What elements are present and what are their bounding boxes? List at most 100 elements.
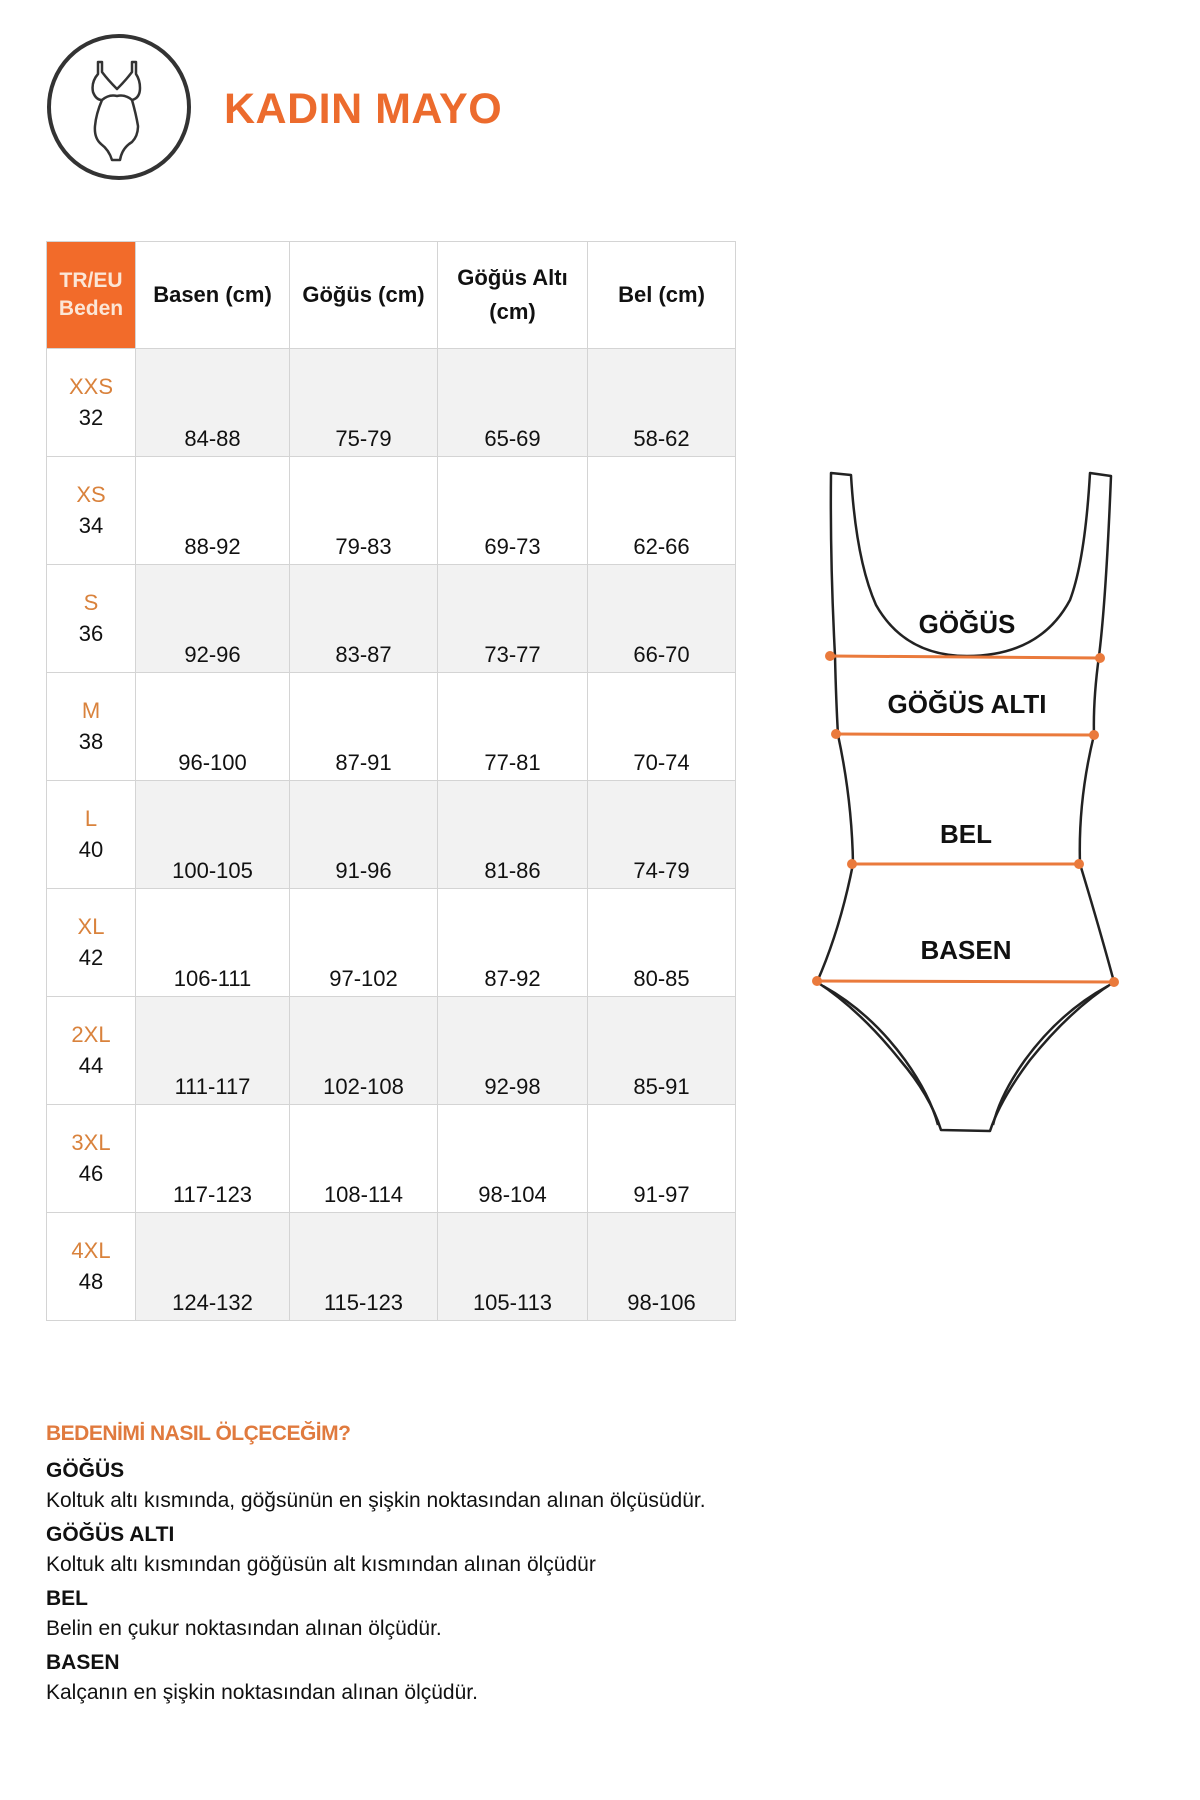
cell-gogus: 91-96	[289, 780, 438, 889]
header-gogus: Göğüs (cm)	[289, 241, 438, 349]
cell-bel: 91-97	[587, 1104, 736, 1213]
eu-size: 44	[78, 1053, 104, 1078]
desc-bel: Belin en çukur noktasından alınan ölçüdü…	[46, 1617, 442, 1640]
cell-value: 98-104	[478, 1182, 547, 1207]
cell-basen: 106-111	[135, 888, 290, 997]
cell-value: 74-79	[633, 858, 690, 883]
eu-size: 32	[78, 405, 104, 430]
cell-value: 69-73	[484, 534, 541, 559]
diagram-label-bel: BEL	[940, 819, 992, 849]
cell-basen: 100-105	[135, 780, 290, 889]
size-cell: S 36	[46, 564, 136, 673]
cell-value: 117-123	[172, 1182, 253, 1207]
cell-value: 108-114	[323, 1182, 404, 1207]
cell-value: 91-97	[633, 1182, 690, 1207]
cell-bel: 66-70	[587, 564, 736, 673]
leg-line-right	[991, 984, 1109, 1126]
size-label: M	[81, 698, 101, 723]
cell-value: 87-92	[484, 966, 541, 991]
cell-value: 111-117	[174, 1074, 251, 1099]
cell-basen: 96-100	[135, 672, 290, 781]
table-row: 4XL 48 124-132 115-123 105-113 98-106	[46, 1212, 736, 1321]
table-row: 3XL 46 117-123 108-114 98-104 91-97	[46, 1104, 736, 1213]
cell-bel: 85-91	[587, 996, 736, 1105]
header-bel: Bel (cm)	[587, 241, 736, 349]
table-row: XS 34 88-92 79-83 69-73 62-66	[46, 456, 736, 565]
cell-value: 80-85	[633, 966, 690, 991]
cell-value: 87-91	[335, 750, 392, 775]
size-cell: 4XL 48	[46, 1212, 136, 1321]
size-label: 4XL	[71, 1238, 111, 1263]
eu-size: 46	[78, 1161, 104, 1186]
cell-gogus: 79-83	[289, 456, 438, 565]
table-row: S 36 92-96 83-87 73-77 66-70	[46, 564, 736, 673]
table-row: L 40 100-105 91-96 81-86 74-79	[46, 780, 736, 889]
cell-value: 84-88	[184, 426, 241, 451]
header-basen: Basen (cm)	[135, 241, 290, 349]
cell-gogus-alti: 73-77	[437, 564, 588, 673]
leg-line-left	[822, 984, 940, 1126]
cell-value: 96-100	[178, 750, 247, 775]
eu-size: 40	[78, 837, 104, 862]
cell-value: 92-98	[484, 1074, 541, 1099]
table-row: 2XL 44 111-117 102-108 92-98 85-91	[46, 996, 736, 1105]
cell-value: 115-123	[323, 1290, 404, 1315]
term-bel: BEL	[46, 1587, 88, 1610]
cell-bel: 98-106	[587, 1212, 736, 1321]
cell-gogus: 87-91	[289, 672, 438, 781]
size-cell: 2XL 44	[46, 996, 136, 1105]
size-label: L	[84, 806, 98, 831]
size-table: TR/EU Beden Basen (cm) Göğüs (cm) Göğüs …	[46, 241, 736, 1321]
header-gogus-alti: Göğüs Altı (cm)	[437, 241, 588, 349]
cell-bel: 58-62	[587, 348, 736, 457]
cell-gogus-alti: 92-98	[437, 996, 588, 1105]
size-label: XL	[77, 914, 105, 939]
term-basen: BASEN	[46, 1651, 120, 1674]
size-cell: M 38	[46, 672, 136, 781]
cell-gogus-alti: 65-69	[437, 348, 588, 457]
cell-gogus-alti: 87-92	[437, 888, 588, 997]
cell-gogus-alti: 81-86	[437, 780, 588, 889]
gogus-measure-line	[829, 654, 1101, 660]
cell-gogus-alti: 77-81	[437, 672, 588, 781]
cell-gogus-alti: 98-104	[437, 1104, 588, 1213]
cell-basen: 84-88	[135, 348, 290, 457]
size-label: XS	[76, 482, 106, 507]
size-cell: XL 42	[46, 888, 136, 997]
diagram-label-gogus-alti: GÖĞÜS ALTI	[887, 689, 1047, 719]
size-cell: XXS 32	[46, 348, 136, 457]
size-label: XXS	[68, 374, 114, 399]
page-title: KADIN MAYO	[224, 85, 503, 133]
cell-value: 65-69	[484, 426, 541, 451]
eu-size: 42	[78, 945, 104, 970]
cell-value: 79-83	[335, 534, 392, 559]
diagram-label-basen: BASEN	[920, 935, 1012, 965]
cell-basen: 111-117	[135, 996, 290, 1105]
cell-value: 92-96	[184, 642, 241, 667]
cell-value: 81-86	[484, 858, 541, 883]
cell-basen: 124-132	[135, 1212, 290, 1321]
table-header-row: TR/EU Beden Basen (cm) Göğüs (cm) Göğüs …	[46, 241, 736, 349]
size-cell: 3XL 46	[46, 1104, 136, 1213]
cell-value: 124-132	[172, 1290, 253, 1315]
cell-gogus-alti: 105-113	[437, 1212, 588, 1321]
cell-value: 58-62	[633, 426, 690, 451]
cell-gogus: 115-123	[289, 1212, 438, 1321]
cell-bel: 80-85	[587, 888, 736, 997]
header-size-label: TR/EU Beden	[58, 269, 124, 320]
table-row: XL 42 106-111 97-102 87-92 80-85	[46, 888, 736, 997]
cell-gogus: 102-108	[289, 996, 438, 1105]
how-to-measure: BEDENİMİ NASIL ÖLÇECEĞİM? GÖĞÜS Koltuk a…	[46, 1420, 1146, 1712]
cell-value: 70-74	[633, 750, 690, 775]
cell-gogus: 108-114	[289, 1104, 438, 1213]
cell-basen: 92-96	[135, 564, 290, 673]
cell-value: 75-79	[335, 426, 392, 451]
table-row: M 38 96-100 87-91 77-81 70-74	[46, 672, 736, 781]
cell-value: 106-111	[173, 966, 252, 991]
cell-value: 91-96	[335, 858, 392, 883]
cell-value: 97-102	[329, 966, 398, 991]
header-size: TR/EU Beden	[46, 241, 136, 349]
header-gogus-alti-label: Göğüs Altı (cm)	[457, 265, 568, 324]
cell-value: 83-87	[335, 642, 392, 667]
size-cell: L 40	[46, 780, 136, 889]
